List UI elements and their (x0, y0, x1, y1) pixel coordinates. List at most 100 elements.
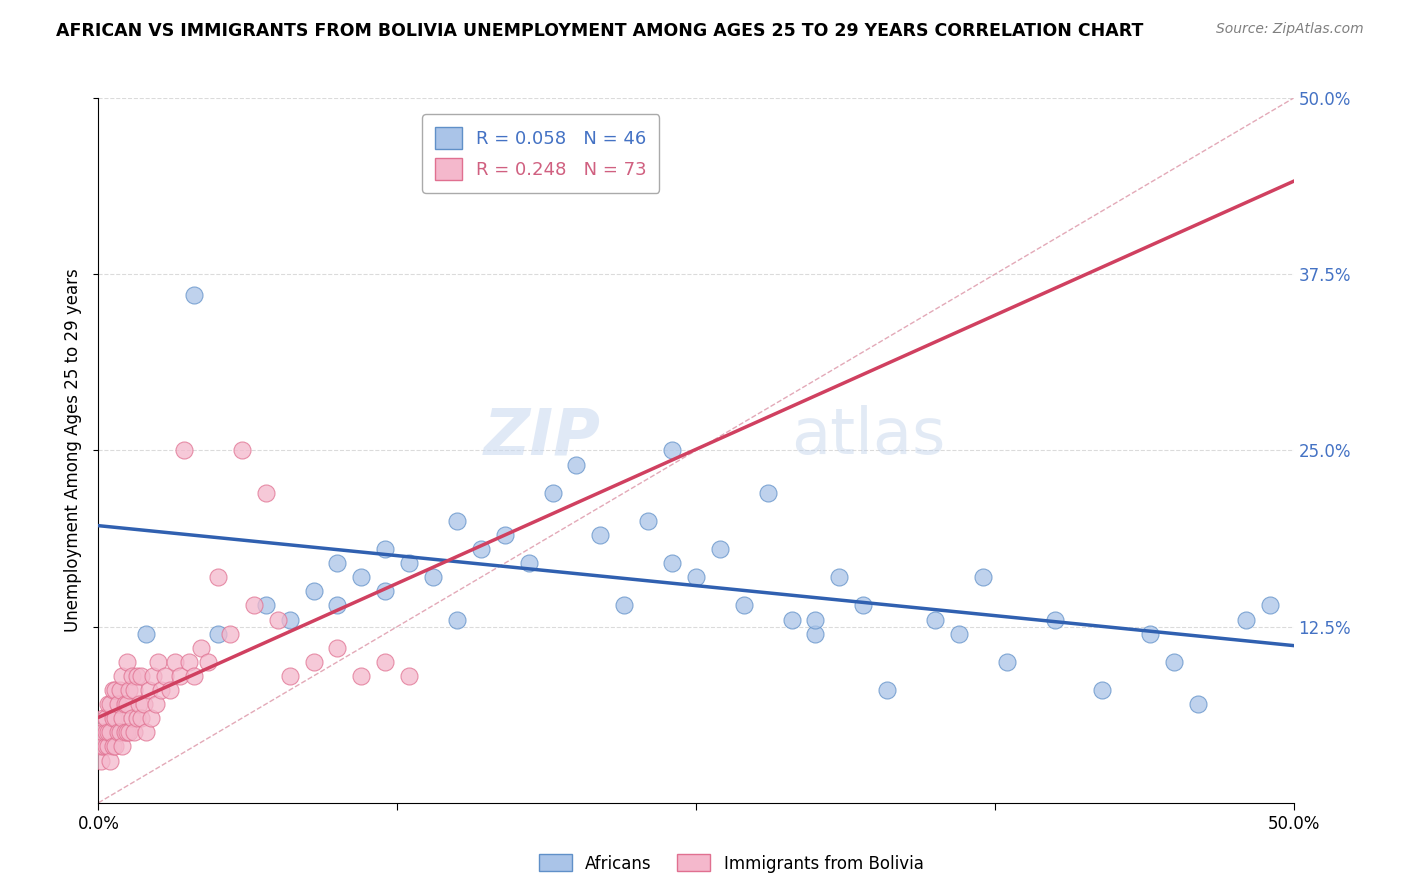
Point (97, 739, 120, 754)
Point (948, 626, 970, 640)
Point (243, 599, 266, 613)
Point (135, 725, 157, 739)
Point (107, 725, 129, 739)
Point (91, 739, 114, 754)
Point (149, 683, 172, 698)
Point (613, 599, 636, 613)
Point (804, 613, 827, 627)
Point (169, 669, 191, 683)
Point (1139, 626, 1161, 640)
Point (876, 683, 898, 698)
Point (94, 711, 117, 725)
Point (828, 570, 851, 584)
Point (326, 599, 349, 613)
Point (111, 669, 134, 683)
Point (91, 711, 114, 725)
Point (254, 599, 277, 613)
Point (101, 683, 124, 698)
Point (398, 556, 420, 570)
Point (254, 485, 277, 500)
Point (374, 584, 396, 599)
Point (97, 697, 120, 711)
Point (108, 683, 131, 698)
Point (190, 640, 212, 655)
Point (98, 754, 122, 768)
Point (446, 613, 468, 627)
Point (98, 725, 122, 739)
Point (132, 697, 155, 711)
Point (115, 725, 138, 739)
Point (159, 683, 181, 698)
Point (155, 669, 177, 683)
Point (1234, 613, 1257, 627)
Point (398, 669, 420, 683)
Point (131, 711, 153, 725)
Point (517, 556, 540, 570)
Point (145, 697, 167, 711)
Point (422, 570, 444, 584)
Point (125, 711, 148, 725)
Point (111, 739, 134, 754)
Point (1091, 683, 1114, 698)
Point (278, 613, 301, 627)
Point (231, 443, 253, 458)
Text: Source: ZipAtlas.com: Source: ZipAtlas.com (1216, 22, 1364, 37)
Point (924, 613, 946, 627)
Point (589, 528, 612, 542)
Point (90, 754, 112, 768)
Point (207, 570, 229, 584)
Point (350, 570, 373, 584)
Point (733, 599, 755, 613)
Point (138, 683, 160, 698)
Point (121, 711, 143, 725)
Point (267, 613, 290, 627)
Point (94, 725, 117, 739)
Point (1163, 655, 1185, 669)
Point (104, 739, 127, 754)
Point (114, 697, 136, 711)
Point (565, 458, 588, 472)
Text: AFRICAN VS IMMIGRANTS FROM BOLIVIA UNEMPLOYMENT AMONG AGES 25 TO 29 YEARS CORREL: AFRICAN VS IMMIGRANTS FROM BOLIVIA UNEMP… (56, 22, 1143, 40)
Point (124, 725, 146, 739)
Point (108, 725, 131, 739)
Point (374, 655, 396, 669)
Point (780, 613, 803, 627)
Point (121, 669, 143, 683)
Point (118, 683, 141, 698)
Point (374, 542, 396, 557)
Point (302, 655, 325, 669)
Point (685, 570, 707, 584)
Point (107, 697, 129, 711)
Point (709, 542, 731, 557)
Point (125, 669, 148, 683)
Point (94, 739, 117, 754)
Point (91, 725, 114, 739)
Point (118, 725, 141, 739)
Point (111, 711, 134, 725)
Text: ZIP: ZIP (484, 405, 600, 467)
Point (661, 443, 683, 458)
Point (1258, 599, 1281, 613)
Point (114, 725, 136, 739)
Point (207, 626, 229, 640)
Point (101, 711, 124, 725)
Point (139, 711, 162, 725)
Point (470, 542, 492, 557)
Point (131, 669, 153, 683)
Point (115, 697, 138, 711)
Point (1043, 613, 1066, 627)
Point (972, 570, 994, 584)
Point (148, 655, 170, 669)
Point (179, 655, 201, 669)
Point (197, 655, 219, 669)
Point (804, 626, 827, 640)
Point (852, 599, 875, 613)
Point (446, 514, 468, 528)
Point (637, 514, 659, 528)
Point (101, 739, 124, 754)
Point (98, 697, 122, 711)
Point (104, 711, 127, 725)
Point (183, 288, 205, 302)
Legend: Africans, Immigrants from Bolivia: Africans, Immigrants from Bolivia (531, 847, 931, 880)
Point (183, 669, 205, 683)
